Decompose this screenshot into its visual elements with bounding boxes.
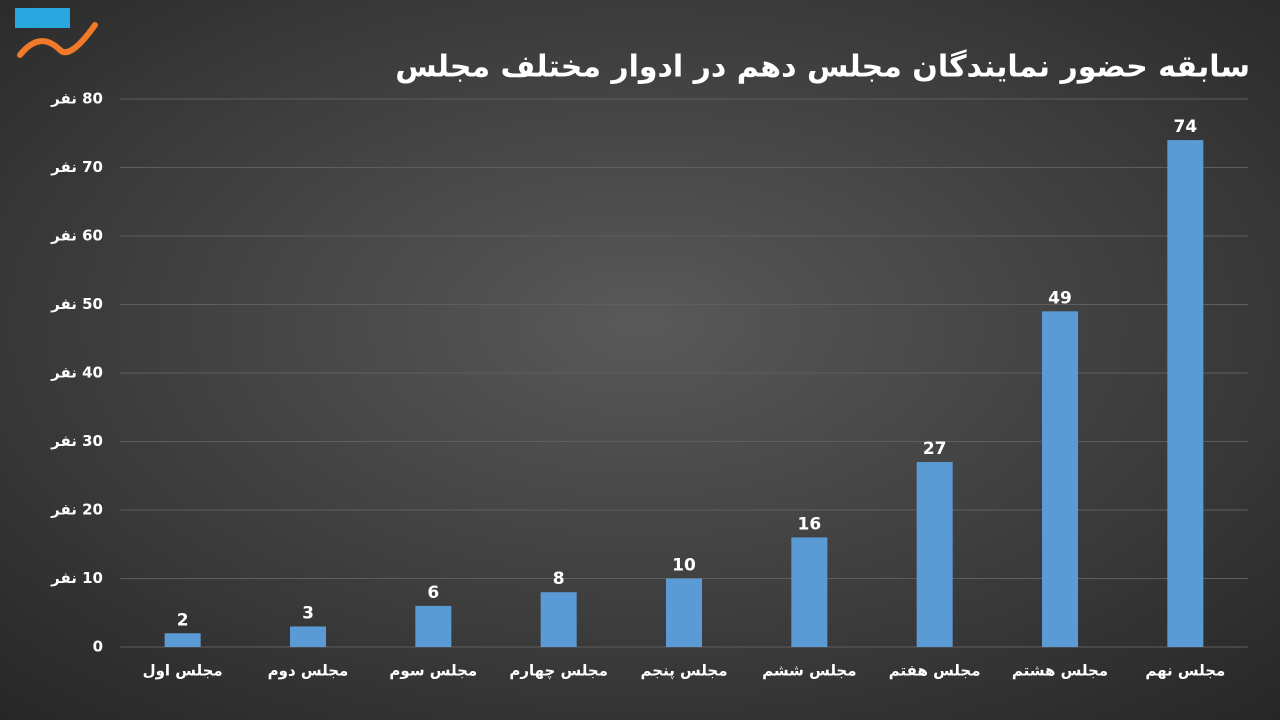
y-tick-label: 30 نفر xyxy=(50,432,103,450)
y-tick-label: 20 نفر xyxy=(50,501,103,519)
y-tick-label: 70 نفر xyxy=(50,158,103,176)
chart-title: سابقه حضور نمایندگان مجلس دهم در ادوار م… xyxy=(395,49,1250,85)
bar xyxy=(164,633,201,647)
value-label: 74 xyxy=(1173,117,1197,137)
y-tick-label: 50 نفر xyxy=(50,295,103,313)
value-label: 6 xyxy=(427,583,439,603)
value-label: 10 xyxy=(672,556,696,576)
x-tick-label: مجلس ششم xyxy=(762,662,856,680)
value-label: 27 xyxy=(923,439,947,459)
value-label: 16 xyxy=(797,514,821,534)
x-tick-label: مجلس پنجم xyxy=(641,662,728,681)
bar xyxy=(415,605,452,647)
x-tick-label: مجلس هفتم xyxy=(889,662,981,680)
x-tick-label: مجلس اول xyxy=(143,662,223,680)
y-tick-label: 40 نفر xyxy=(50,364,103,382)
x-tick-label: مجلس دوم xyxy=(268,662,349,680)
y-tick-label: 0 xyxy=(93,638,103,656)
bar xyxy=(1042,311,1078,647)
bar xyxy=(916,462,953,647)
x-tick-label: مجلس چهارم xyxy=(509,662,608,681)
value-label: 49 xyxy=(1048,288,1072,308)
bar xyxy=(666,578,702,647)
x-tick-label: مجلس هشتم xyxy=(1012,662,1108,680)
y-tick-label: 10 نفر xyxy=(50,569,103,587)
x-tick-label: مجلس نهم xyxy=(1145,662,1225,680)
y-tick-label: 60 نفر xyxy=(50,227,103,245)
bar xyxy=(1167,140,1204,647)
value-label: 3 xyxy=(302,603,314,623)
value-label: 2 xyxy=(177,610,189,630)
logo xyxy=(15,8,98,58)
x-tick-label: مجلس سوم xyxy=(389,662,477,680)
bar xyxy=(540,592,577,647)
bar xyxy=(290,626,326,647)
y-tick-label: 80 نفر xyxy=(50,90,103,108)
bar xyxy=(791,537,828,647)
value-label: 8 xyxy=(553,569,565,589)
